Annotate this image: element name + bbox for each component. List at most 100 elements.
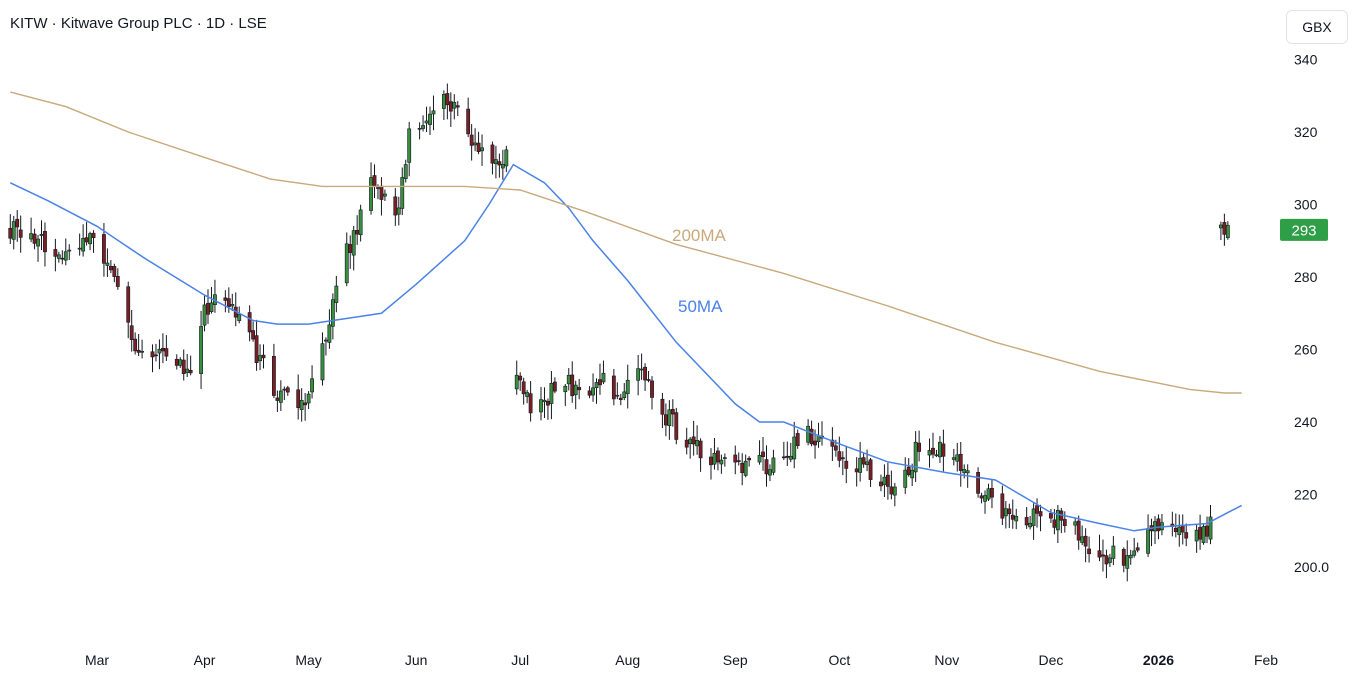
candle	[393, 188, 398, 226]
candle-body	[396, 207, 401, 215]
candle-body	[112, 266, 117, 277]
candle-body	[91, 232, 96, 239]
candle-body	[102, 234, 106, 264]
candle-body	[528, 393, 533, 414]
candle-body	[278, 390, 283, 403]
currency-selector[interactable]: GBX	[1286, 10, 1348, 44]
candle-body	[351, 230, 356, 256]
candle-body	[67, 249, 72, 252]
candle	[178, 357, 183, 368]
candle-body	[115, 275, 120, 287]
candle	[1031, 503, 1036, 540]
candle	[625, 364, 630, 409]
candle-body	[868, 459, 873, 480]
candle-body	[1028, 522, 1033, 528]
candle-body	[792, 436, 797, 460]
candle	[882, 464, 887, 498]
candle	[476, 131, 481, 155]
candle-body	[542, 399, 547, 403]
candle	[573, 380, 578, 410]
price-axis[interactable]: 200.0 220 240 260 280 300 320 340	[1294, 52, 1329, 576]
candle	[611, 369, 616, 406]
candle	[820, 421, 824, 446]
candle-body	[306, 393, 311, 404]
candle-body	[809, 428, 814, 445]
candle	[1035, 498, 1039, 528]
candle-body	[1128, 554, 1133, 559]
candle	[199, 310, 203, 389]
candle-body	[376, 187, 380, 189]
candle	[788, 442, 793, 463]
candle	[181, 349, 186, 381]
candle	[927, 438, 932, 468]
candle	[1104, 549, 1109, 579]
candle-body	[480, 147, 484, 152]
candle-body	[497, 161, 502, 166]
candle-body	[1104, 555, 1109, 565]
candle-body	[955, 454, 960, 462]
candle-body	[722, 457, 727, 459]
candle	[494, 145, 498, 179]
candle	[525, 389, 530, 404]
candle	[15, 210, 20, 242]
candle-body	[927, 450, 932, 456]
candle-body	[1083, 535, 1088, 547]
candle	[344, 232, 349, 287]
candle-body	[670, 408, 675, 415]
candle-body	[1225, 224, 1230, 239]
candle-body	[272, 355, 276, 396]
candle-body	[844, 460, 849, 469]
candle	[539, 386, 543, 421]
candle	[247, 305, 252, 342]
candle	[115, 268, 120, 290]
candle	[32, 228, 37, 250]
candle-body	[369, 177, 373, 211]
candle-body	[577, 387, 582, 391]
candle-body	[261, 354, 266, 359]
candle-body	[11, 221, 16, 240]
candle-body	[1000, 493, 1005, 519]
candle-body	[431, 110, 436, 115]
candle	[743, 454, 748, 478]
candle	[587, 386, 592, 399]
candle-body	[854, 468, 859, 473]
candle	[983, 490, 987, 514]
candle	[688, 437, 693, 459]
candle-body	[885, 474, 890, 487]
candle-body	[1153, 521, 1157, 532]
candle	[1024, 506, 1029, 529]
candle-body	[469, 134, 474, 146]
candle-body	[494, 159, 498, 165]
candle	[372, 164, 377, 198]
candle	[102, 223, 106, 277]
candle-body	[941, 443, 946, 457]
candle	[53, 238, 58, 272]
candle-body	[348, 244, 353, 253]
candle	[60, 250, 65, 265]
candle	[618, 393, 623, 406]
candle	[455, 101, 460, 117]
candle-body	[18, 229, 23, 238]
candle	[591, 373, 595, 402]
candle	[684, 427, 689, 455]
candle	[781, 441, 786, 461]
candle	[36, 235, 40, 262]
candle-body	[913, 441, 918, 473]
candle	[164, 335, 169, 361]
candle-body	[15, 218, 20, 228]
candle-body	[1080, 536, 1085, 543]
candle	[792, 421, 797, 469]
candle	[1149, 518, 1154, 547]
candle	[445, 83, 450, 120]
candle	[108, 260, 113, 274]
candle	[563, 384, 568, 407]
candle	[81, 224, 86, 257]
time-tick-label: Mar	[85, 652, 109, 668]
candle	[594, 378, 599, 404]
candle-body	[1205, 525, 1209, 537]
time-axis[interactable]: Mar Apr May Jun Jul Aug Sep Oct Nov Dec 2026 Feb	[85, 652, 1278, 668]
candle	[206, 289, 210, 324]
candle-body	[570, 374, 575, 397]
candle	[1010, 499, 1015, 529]
